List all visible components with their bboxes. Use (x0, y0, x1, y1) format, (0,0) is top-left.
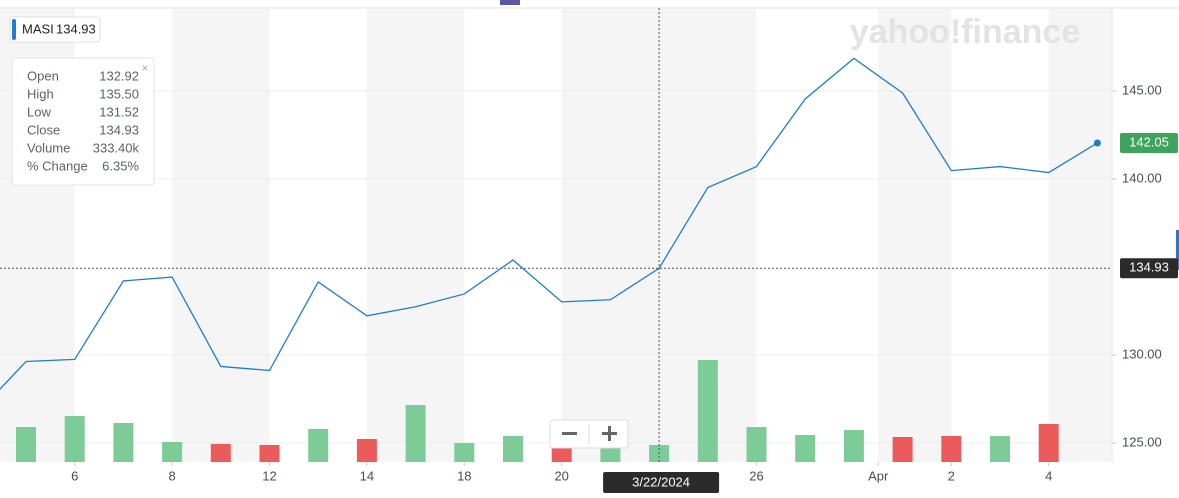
volume-bar (308, 429, 329, 462)
top-handle (500, 0, 520, 5)
tooltip-label: Open (27, 68, 59, 83)
volume-bar (843, 430, 864, 462)
tooltip-label: Volume (27, 140, 70, 155)
crosshair-date: 3/22/2024 (632, 474, 690, 489)
legend-name: MASI (22, 21, 54, 36)
volume-bar (210, 444, 231, 462)
tooltip-label: Low (27, 104, 51, 119)
volume-bar (405, 404, 426, 462)
volume-bar (989, 435, 1010, 462)
price-tag-label: 142.05 (1129, 134, 1169, 149)
legend-value: 134.93 (56, 21, 96, 36)
band (1048, 8, 1112, 462)
volume-bar (600, 447, 621, 462)
y-tick-label: 145.00 (1122, 82, 1162, 97)
volume-bar (502, 435, 523, 462)
crosshair-value: 134.93 (1129, 260, 1169, 275)
y-tick-label: 130.00 (1122, 346, 1162, 361)
x-tick-label: 20 (554, 468, 568, 483)
logo: yahoo!finance (850, 13, 1080, 51)
x-tick-label: 4 (1045, 468, 1052, 483)
volume-bar (1038, 424, 1059, 462)
y-tick-label: 140.00 (1122, 170, 1162, 185)
tooltip-label: Close (27, 122, 60, 137)
zoom-out[interactable] (562, 432, 577, 435)
zoom-in-bar (608, 426, 611, 441)
tooltip-value: 6.35% (102, 158, 139, 173)
close-icon[interactable]: × (141, 61, 148, 75)
x-tick-label: 2 (948, 468, 955, 483)
volume-bar (162, 442, 183, 462)
volume-bar (64, 416, 85, 462)
y-tick-label: 125.00 (1122, 434, 1162, 449)
volume-bar (795, 435, 816, 462)
x-tick-label: 14 (360, 468, 374, 483)
x-tick-label: Apr (868, 468, 889, 483)
volume-bar (113, 422, 134, 462)
tooltip-value: 333.40k (93, 140, 140, 155)
tooltip-value: 135.50 (99, 86, 139, 101)
band (878, 8, 952, 462)
band (172, 8, 270, 462)
x-tick-label: 12 (262, 468, 276, 483)
band (561, 8, 757, 462)
volume-bar (551, 447, 572, 462)
price-line (0, 57, 1098, 391)
volume-bar (697, 360, 718, 462)
volume-bar (259, 445, 280, 462)
zoom-controls (549, 419, 629, 449)
side-handle (1176, 230, 1179, 270)
band (366, 8, 465, 462)
x-tick-label: 18 (457, 468, 471, 483)
crosshair-tag (1120, 258, 1178, 279)
volume-bar (941, 435, 962, 462)
tooltip-value: 134.93 (99, 122, 139, 137)
tooltip-label: % Change (27, 158, 88, 173)
price-tag (1120, 132, 1178, 153)
tooltip-value: 131.52 (99, 104, 139, 119)
volume-bar (892, 437, 913, 462)
x-tick-label: 6 (71, 468, 78, 483)
legend: MASI 134.93 (9, 16, 101, 43)
x-tick-label: 8 (168, 468, 175, 483)
volume-bar (16, 427, 37, 462)
tooltip-label: High (27, 86, 54, 101)
tooltip-value: 132.92 (99, 68, 139, 83)
volume-bar (746, 427, 767, 462)
volume-bar (454, 442, 475, 462)
last-point (1093, 139, 1101, 147)
x-tick-label: 26 (749, 468, 763, 483)
tooltip: × Open 132.92 High 135.50 Low 131.52 Close 134.… (11, 57, 155, 186)
volume-bar (356, 439, 377, 462)
crosshair-date-tag (603, 472, 720, 493)
